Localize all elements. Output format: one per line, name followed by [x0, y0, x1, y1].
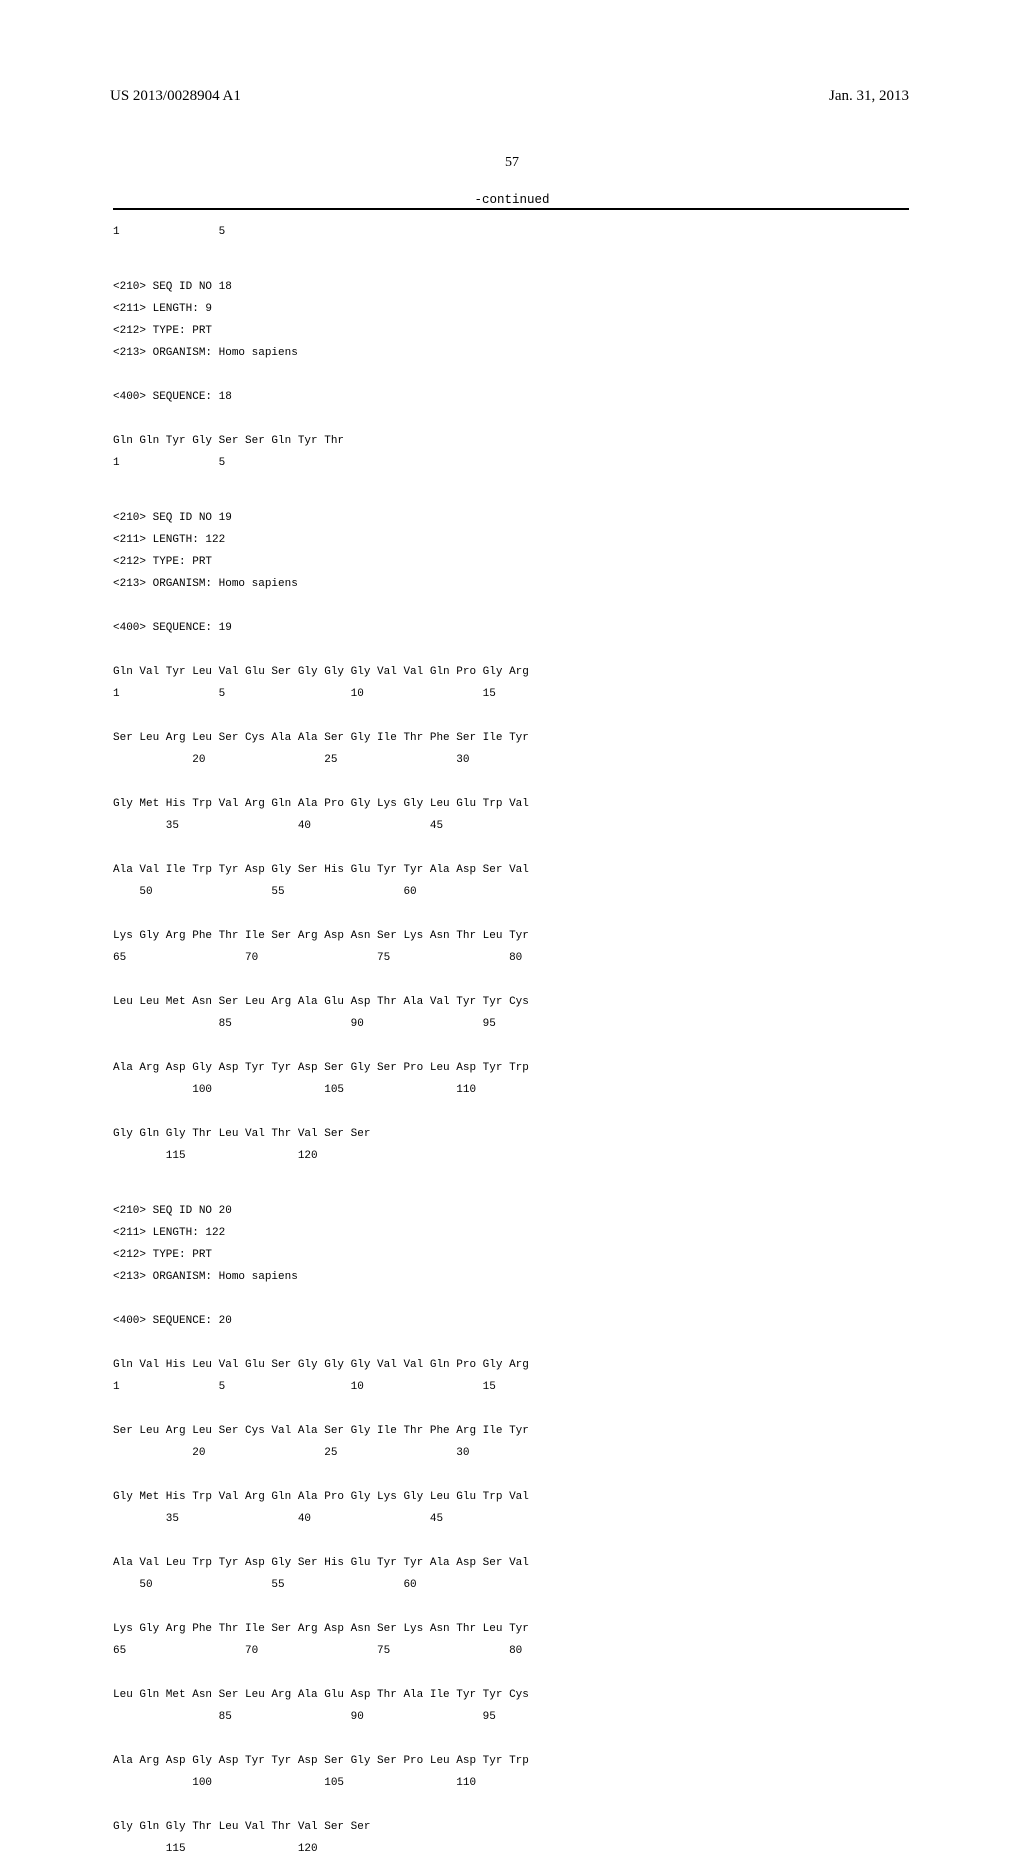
sequence-row: Leu Leu Met Asn Ser Leu Arg Ala Glu Asp …: [113, 997, 909, 1008]
sequence-row: Leu Gln Met Asn Ser Leu Arg Ala Glu Asp …: [113, 1690, 909, 1701]
seq-header: <212> TYPE: PRT: [113, 326, 909, 337]
seq-header: <210> SEQ ID NO 19: [113, 513, 909, 524]
seq-header: <400> SEQUENCE: 18: [113, 392, 909, 403]
sequence-row: Gly Gln Gly Thr Leu Val Thr Val Ser Ser: [113, 1129, 909, 1140]
position-row: 50 55 60: [113, 1580, 909, 1591]
sequence-row: Lys Gly Arg Phe Thr Ile Ser Arg Asp Asn …: [113, 931, 909, 942]
position-row: 85 90 95: [113, 1712, 909, 1723]
position-row: 1 5: [113, 458, 909, 469]
sequence-row: Gly Met His Trp Val Arg Gln Ala Pro Gly …: [113, 799, 909, 810]
position-row: 1 5: [113, 227, 909, 238]
seq-header: <211> LENGTH: 122: [113, 1228, 909, 1239]
publication-number: US 2013/0028904 A1: [110, 88, 241, 105]
sequence-row: Ser Leu Arg Leu Ser Cys Ala Ala Ser Gly …: [113, 733, 909, 744]
position-row: 20 25 30: [113, 1448, 909, 1459]
position-row: 85 90 95: [113, 1019, 909, 1030]
sequence-row: Ala Val Ile Trp Tyr Asp Gly Ser His Glu …: [113, 865, 909, 876]
seq-header: <400> SEQUENCE: 19: [113, 623, 909, 634]
position-row: 20 25 30: [113, 755, 909, 766]
seq-header: <212> TYPE: PRT: [113, 557, 909, 568]
sequence-row: Gly Gln Gly Thr Leu Val Thr Val Ser Ser: [113, 1822, 909, 1833]
sequence-row: Gln Val Tyr Leu Val Glu Ser Gly Gly Gly …: [113, 667, 909, 678]
sequence-row: Gln Val His Leu Val Glu Ser Gly Gly Gly …: [113, 1360, 909, 1371]
page-header: US 2013/0028904 A1 Jan. 31, 2013: [0, 88, 1024, 105]
position-row: 65 70 75 80: [113, 953, 909, 964]
seq-header: <210> SEQ ID NO 18: [113, 282, 909, 293]
position-row: 100 105 110: [113, 1085, 909, 1096]
publication-date: Jan. 31, 2013: [829, 88, 909, 105]
seq-header: <213> ORGANISM: Homo sapiens: [113, 1272, 909, 1283]
position-row: 1 5 10 15: [113, 689, 909, 700]
seq-header: <211> LENGTH: 122: [113, 535, 909, 546]
continued-label: -continued: [0, 193, 1024, 207]
position-row: 1 5 10 15: [113, 1382, 909, 1393]
position-row: 35 40 45: [113, 821, 909, 832]
sequence-listing: 1 5 <210> SEQ ID NO 18 <211> LENGTH: 9 <…: [113, 216, 909, 1866]
seq-header: <213> ORGANISM: Homo sapiens: [113, 579, 909, 590]
position-row: 35 40 45: [113, 1514, 909, 1525]
sequence-row: Ala Arg Asp Gly Asp Tyr Tyr Asp Ser Gly …: [113, 1063, 909, 1074]
seq-header: <210> SEQ ID NO 20: [113, 1206, 909, 1217]
position-row: 115 120: [113, 1151, 909, 1162]
horizontal-rule: [113, 208, 909, 210]
sequence-row: Ala Val Leu Trp Tyr Asp Gly Ser His Glu …: [113, 1558, 909, 1569]
seq-header: <213> ORGANISM: Homo sapiens: [113, 348, 909, 359]
sequence-row: Ser Leu Arg Leu Ser Cys Val Ala Ser Gly …: [113, 1426, 909, 1437]
position-row: 100 105 110: [113, 1778, 909, 1789]
seq-header: <400> SEQUENCE: 20: [113, 1316, 909, 1327]
position-row: 65 70 75 80: [113, 1646, 909, 1657]
page-number: 57: [0, 155, 1024, 171]
sequence-row: Lys Gly Arg Phe Thr Ile Ser Arg Asp Asn …: [113, 1624, 909, 1635]
seq-header: <211> LENGTH: 9: [113, 304, 909, 315]
sequence-row: Gln Gln Tyr Gly Ser Ser Gln Tyr Thr: [113, 436, 909, 447]
position-row: 50 55 60: [113, 887, 909, 898]
seq-header: <212> TYPE: PRT: [113, 1250, 909, 1261]
sequence-row: Gly Met His Trp Val Arg Gln Ala Pro Gly …: [113, 1492, 909, 1503]
position-row: 115 120: [113, 1844, 909, 1855]
sequence-row: Ala Arg Asp Gly Asp Tyr Tyr Asp Ser Gly …: [113, 1756, 909, 1767]
